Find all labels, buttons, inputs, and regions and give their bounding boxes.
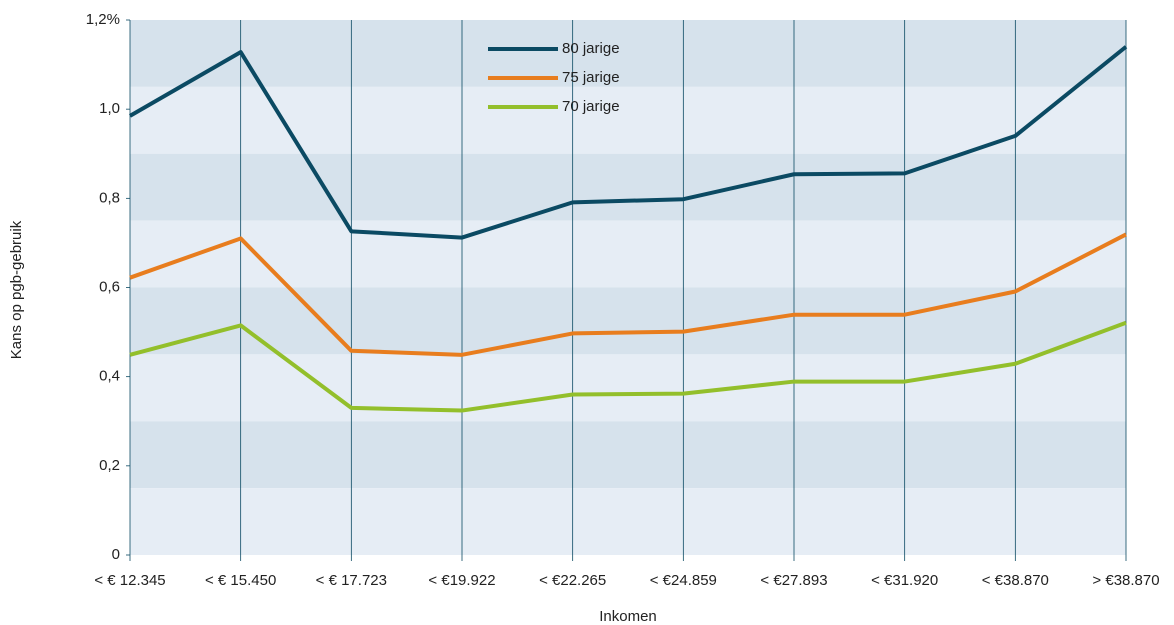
band [130,220,1126,288]
band [130,20,1126,87]
series-line [129,320,1127,413]
y-tick-label: 0,4 [99,368,120,385]
y-tick-label: 1,2% [86,11,120,28]
legend-label: 70 jarige [562,98,620,115]
x-tick-label: < €24.859 [650,572,717,589]
series-line [129,45,1128,240]
x-tick-label: < € 12.345 [94,572,165,589]
y-tick-label: 0,6 [99,278,120,295]
x-tick-label: < €19.922 [428,572,495,589]
y-axis-label: Kans op pgb-gebruik [8,220,25,359]
x-tick-label: < € 15.450 [205,572,276,589]
band [130,354,1126,422]
x-tick-label: < € 17.723 [316,572,387,589]
y-tick-label: 0 [112,546,120,563]
x-axis-label: Inkomen [599,608,657,625]
y-tick-label: 0,8 [99,189,120,206]
y-tick-label: 1,0 [99,100,120,117]
x-tick-label: < €27.893 [760,572,827,589]
band [130,421,1126,489]
band [130,488,1126,555]
legend-label: 75 jarige [562,69,620,86]
x-tick-label: > €38.870 [1092,572,1159,589]
band [130,86,1126,154]
band [130,287,1126,355]
band [130,153,1126,221]
x-tick-label: < €38.870 [982,572,1049,589]
x-tick-label: < €22.265 [539,572,606,589]
legend-label: 80 jarige [562,40,620,57]
x-tick-label: < €31.920 [871,572,938,589]
series-line [129,232,1127,357]
y-tick-label: 0,2 [99,457,120,474]
